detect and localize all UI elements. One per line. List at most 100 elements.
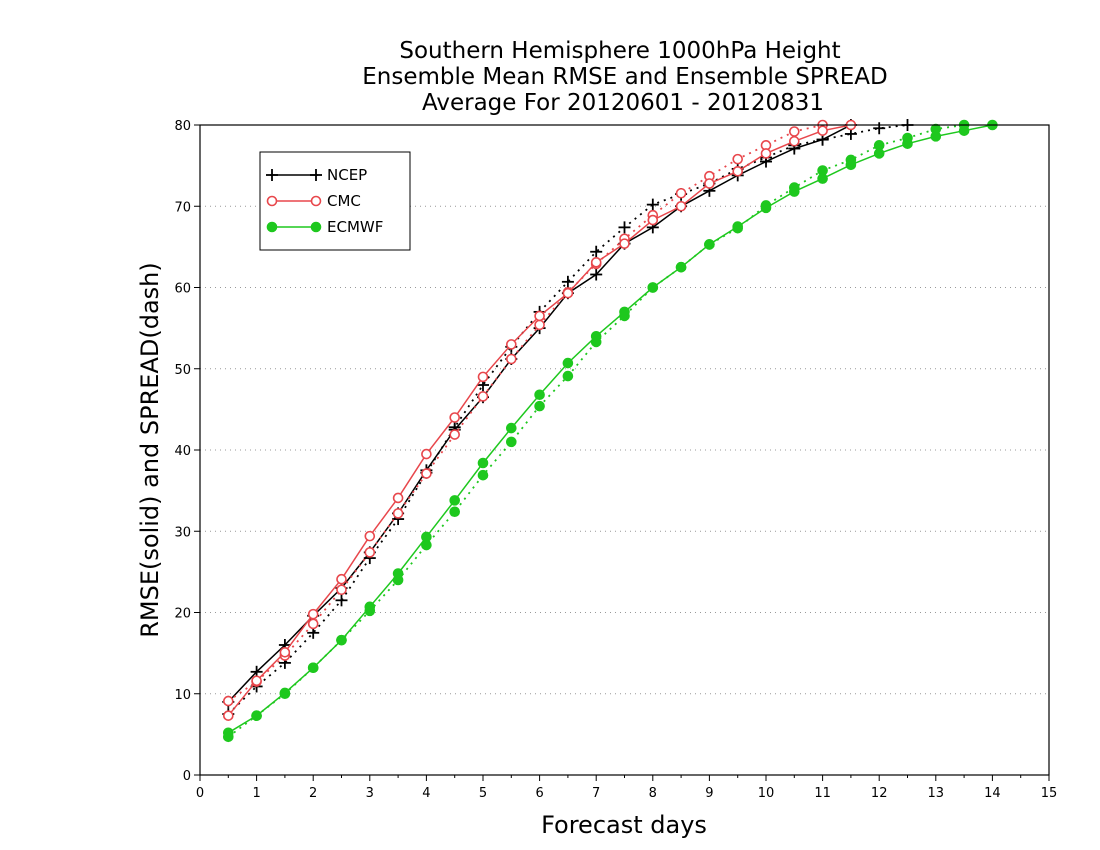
ecmwf-rmse-point — [789, 186, 800, 197]
ncep-spread-point — [590, 245, 603, 258]
chart-title-line-2: Ensemble Mean RMSE and Ensemble SPREAD — [362, 64, 887, 90]
cmc-rmse-point — [392, 492, 404, 504]
ecmwf-rmse-point — [421, 531, 432, 543]
ecmwf-spread-point — [562, 370, 574, 382]
ecmwf-rmse-point — [364, 601, 376, 613]
cmc-spread-point — [449, 429, 461, 440]
y-tick-label: 10 — [174, 688, 191, 703]
cmc-spread-point — [675, 187, 687, 199]
series-cmc — [223, 119, 857, 721]
ecmwf-rmse-point — [279, 687, 291, 699]
cmc-rmse-point — [364, 530, 376, 542]
ecmwf-spread-point — [477, 469, 489, 481]
ecmwf-rmse-point — [392, 568, 404, 579]
x-tick-label: 12 — [871, 786, 888, 801]
legend-marker-ncep — [266, 169, 278, 181]
x-tick-label: 8 — [649, 786, 657, 801]
x-axis-label: Forecast days — [541, 811, 707, 839]
ecmwf-rmse-point — [477, 457, 489, 469]
cmc-rmse-point — [449, 412, 461, 423]
cmc-rmse-point — [647, 214, 659, 226]
cmc-rmse-point — [732, 166, 744, 177]
cmc-rmse-point — [760, 148, 772, 159]
ncep-spread-point — [561, 275, 574, 288]
ecmwf-rmse-point — [760, 202, 772, 214]
legend-marker-cmc — [310, 195, 322, 207]
ncep-spread-point — [618, 221, 631, 234]
cmc-rmse-point — [788, 135, 800, 147]
cmc-spread-point — [788, 126, 800, 137]
cmc-spread-point — [336, 584, 347, 596]
x-tick-label: 13 — [928, 786, 945, 801]
cmc-spread-point — [364, 547, 376, 558]
ecmwf-rmse-point — [251, 710, 262, 721]
x-tick-label: 7 — [592, 786, 600, 801]
y-tick-label: 20 — [174, 607, 191, 622]
legend-label-ncep: NCEP — [327, 166, 367, 184]
cmc-spread-point — [505, 353, 517, 365]
cmc-spread-point — [421, 468, 432, 479]
x-tick-label: 0 — [196, 786, 204, 801]
legend-marker-ecmwf — [310, 221, 322, 233]
chart-title-line-3: Average For 20120601 - 20120831 — [422, 90, 824, 116]
ecmwf-rmse-point — [732, 221, 744, 232]
x-tick-label: 11 — [814, 786, 831, 801]
ecmwf-rmse-point — [958, 125, 970, 136]
ecmwf-rmse-point — [675, 261, 687, 273]
ecmwf-rmse-point — [336, 634, 347, 646]
cmc-rmse-point — [421, 448, 432, 460]
y-tick-label: 50 — [174, 363, 191, 378]
cmc-rmse-point — [251, 675, 262, 687]
legend-marker-cmc — [266, 195, 278, 207]
ecmwf-rmse-point — [449, 495, 461, 506]
ecmwf-rmse-point — [647, 282, 659, 293]
x-tick-label: 3 — [366, 786, 374, 801]
y-tick-label: 80 — [174, 119, 191, 134]
y-tick-label: 70 — [174, 200, 191, 215]
ecmwf-rmse-point — [590, 330, 602, 342]
cmc-spread-point — [223, 695, 234, 707]
ncep-spread-point — [335, 594, 348, 607]
cmc-rmse-point — [704, 178, 715, 189]
cmc-rmse-point — [562, 287, 574, 299]
ecmwf-spread-point — [534, 400, 545, 412]
ncep-spread-point — [873, 122, 886, 135]
legend-label-ecmwf: ECMWF — [327, 218, 383, 236]
ecmwf-spread-line — [227, 124, 965, 738]
series-ecmwf — [223, 119, 998, 743]
chart-title-line-1: Southern Hemisphere 1000hPa Height — [399, 38, 840, 64]
legend-label-cmc: CMC — [327, 192, 361, 210]
cmc-rmse-point — [307, 608, 319, 620]
cmc-rmse-point — [223, 710, 234, 721]
ncep-rmse-point — [590, 268, 603, 281]
cmc-rmse-point — [590, 257, 602, 268]
cmc-rmse-point — [619, 238, 630, 249]
ncep-spread-point — [646, 198, 659, 211]
ecmwf-spread-point — [506, 436, 517, 448]
ecmwf-rmse-point — [817, 173, 828, 184]
cmc-spread-point — [534, 319, 545, 331]
cmc-rmse-point — [336, 573, 347, 585]
ecmwf-rmse-line — [227, 124, 993, 734]
cmc-spread-point — [307, 618, 319, 630]
cmc-rmse-point — [477, 371, 489, 383]
ecmwf-rmse-point — [223, 727, 234, 739]
legend-marker-ecmwf — [266, 221, 278, 233]
cmc-spread-point — [732, 153, 744, 165]
x-tick-label: 14 — [984, 786, 1001, 801]
y-axis-label: RMSE(solid) and SPREAD(dash) — [136, 262, 164, 638]
ecmwf-rmse-point — [506, 422, 517, 434]
ecmwf-spread-point — [449, 506, 461, 518]
ecmwf-rmse-point — [562, 357, 574, 369]
ecmwf-rmse-point — [845, 159, 857, 171]
legend: NCEP CMC ECMWF — [259, 151, 411, 251]
x-tick-label: 9 — [705, 786, 713, 801]
cmc-rmse-point — [279, 647, 291, 658]
x-tick-label: 10 — [758, 786, 775, 801]
x-tick-label: 6 — [535, 786, 543, 801]
ecmwf-rmse-point — [873, 148, 885, 159]
y-tick-label: 40 — [174, 444, 191, 459]
ecmwf-rmse-point — [902, 138, 913, 149]
